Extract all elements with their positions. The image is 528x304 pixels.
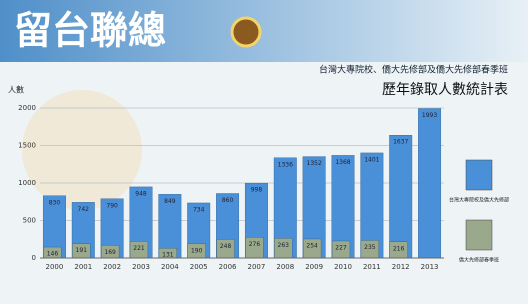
x-tick-label: 2002: [103, 263, 121, 271]
value-label: 1993: [422, 112, 437, 119]
y-tick-label: 1500: [18, 142, 36, 150]
x-tick-label: 2012: [392, 263, 410, 271]
value-label: 1352: [307, 160, 322, 167]
x-tick-label: 2000: [46, 263, 64, 271]
value-label: 190: [191, 247, 203, 254]
value-label: 254: [306, 242, 318, 249]
value-label: 790: [106, 202, 118, 209]
x-tick-label: 2003: [132, 263, 150, 271]
logo: [232, 18, 260, 46]
value-label: 146: [47, 251, 59, 258]
value-label: 860: [222, 197, 234, 204]
chart-title: 歷年錄取人數統計表: [382, 82, 508, 98]
value-label: 742: [78, 206, 90, 213]
value-label: 998: [251, 187, 263, 194]
x-tick-label: 2013: [421, 263, 439, 271]
y-tick-label: 0: [32, 254, 36, 262]
value-label: 248: [220, 243, 232, 250]
value-label: 221: [133, 245, 145, 252]
value-label: 276: [249, 241, 261, 248]
x-tick-label: 2005: [190, 263, 208, 271]
value-label: 849: [164, 198, 176, 205]
banner-title: 留台聯總: [14, 8, 166, 53]
bar: [418, 109, 441, 258]
chart-subtitle: 台灣大專院校、僑大先修部及僑大先修部春季班: [319, 64, 508, 76]
x-tick-label: 2010: [334, 263, 352, 271]
y-tick-label: 2000: [18, 104, 36, 112]
value-label: 191: [76, 247, 88, 254]
value-label: 1637: [393, 139, 408, 146]
value-label: 235: [364, 244, 376, 251]
value-label: 830: [49, 199, 61, 206]
value-label: 263: [278, 242, 290, 249]
legend-swatch: [466, 220, 492, 250]
chart: 留台聯總 台灣大專院校、僑大先修部及僑大先修部春季班 歷年錄取人數統計表 人數 …: [0, 0, 528, 304]
x-tick-label: 2004: [161, 263, 179, 271]
value-label: 734: [193, 206, 205, 213]
x-tick-label: 2001: [74, 263, 92, 271]
x-tick-label: 2007: [248, 263, 266, 271]
legend-swatch: [466, 160, 492, 190]
legend-label: 台灣大專院校及僑大先修部: [449, 197, 509, 204]
x-tick-label: 2008: [276, 263, 294, 271]
x-tick-label: 2006: [219, 263, 237, 271]
bar: [389, 135, 412, 258]
value-label: 169: [104, 249, 116, 256]
page: {"chart_data": {"type": "bar", "banner":…: [0, 0, 528, 304]
legend-label: 僑大先修部春季班: [459, 257, 499, 264]
x-tick-label: 2009: [305, 263, 323, 271]
value-label: 216: [393, 245, 405, 252]
value-label: 1368: [335, 159, 350, 166]
x-tick-label: 2011: [363, 263, 381, 271]
value-label: 948: [135, 190, 147, 197]
y-tick-label: 500: [23, 217, 36, 225]
y-axis-label: 人數: [8, 85, 24, 95]
value-label: 1401: [364, 156, 379, 163]
value-label: 1336: [278, 161, 293, 168]
value-label: 227: [335, 244, 347, 251]
y-tick-label: 1000: [18, 179, 36, 187]
